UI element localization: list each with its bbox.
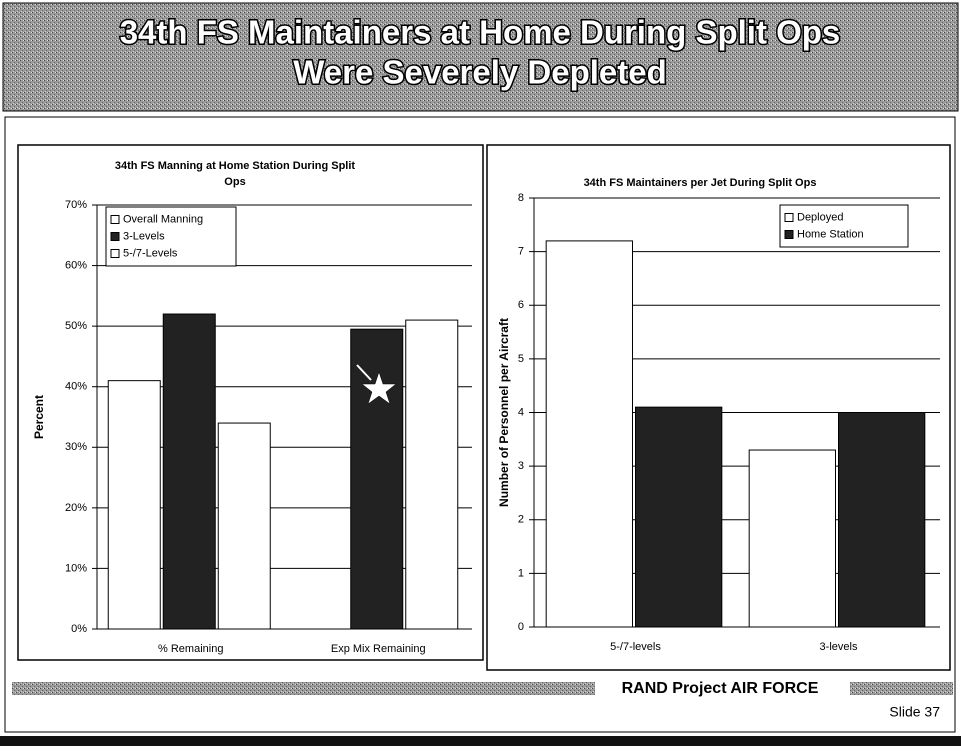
star-marker xyxy=(361,371,397,405)
y-tick-label: 10% xyxy=(65,562,87,574)
slide-number: Slide 37 xyxy=(889,704,940,720)
y-tick-label: 5 xyxy=(518,353,524,365)
legend-swatch xyxy=(110,249,120,258)
chart-title: 34th FS Maintainers per Jet During Split… xyxy=(584,177,817,189)
bottom-bar xyxy=(0,736,961,746)
bar xyxy=(635,406,723,628)
bar xyxy=(748,449,836,628)
y-tick-label: 6 xyxy=(518,299,524,311)
footer-bar xyxy=(850,682,953,695)
chart-title: 34th FS Manning at Home Station During S… xyxy=(115,160,356,172)
legend-box xyxy=(105,206,237,267)
legend-label: 3-Levels xyxy=(123,230,165,242)
x-tick-label: % Remaining xyxy=(158,643,223,655)
legend-swatch xyxy=(784,213,794,222)
arrow xyxy=(356,364,372,381)
legend-box xyxy=(779,204,909,248)
x-tick-label: Exp Mix Remaining xyxy=(331,643,426,655)
y-tick-label: 7 xyxy=(518,246,524,258)
y-tick-label: 1 xyxy=(518,567,524,579)
y-tick-label: 0% xyxy=(71,623,87,635)
bar xyxy=(838,412,926,628)
legend-swatch xyxy=(784,230,794,239)
legend-swatch xyxy=(110,232,120,241)
bar xyxy=(107,380,161,630)
y-axis-title: Number of Personnel per Aircraft xyxy=(497,318,511,507)
legend-label: 5-/7-Levels xyxy=(123,247,178,259)
y-tick-label: 40% xyxy=(65,381,87,393)
x-tick-label: 3-levels xyxy=(820,641,858,653)
y-tick-label: 70% xyxy=(65,199,87,211)
y-tick-label: 4 xyxy=(518,406,524,418)
legend-label: Deployed xyxy=(797,211,843,223)
slide-frame xyxy=(4,116,956,733)
chart-title: Ops xyxy=(224,176,245,188)
y-tick-label: 60% xyxy=(65,259,87,271)
y-tick-label: 50% xyxy=(65,320,87,332)
legend-label: Overall Manning xyxy=(123,213,203,225)
slide-title: 34th FS Maintainers at Home During Split… xyxy=(120,14,841,51)
slide-title: Were Severely Depleted xyxy=(293,54,667,91)
footer-text: RAND Project AIR FORCE xyxy=(622,680,819,697)
bar xyxy=(217,422,271,630)
y-tick-label: 30% xyxy=(65,441,87,453)
y-tick-label: 0 xyxy=(518,621,524,633)
footer-bar xyxy=(12,682,595,695)
legend-swatch xyxy=(110,215,120,224)
y-tick-label: 8 xyxy=(518,192,524,204)
legend-label: Home Station xyxy=(797,228,864,240)
bar xyxy=(545,240,633,628)
y-tick-label: 20% xyxy=(65,502,87,514)
bar xyxy=(350,328,404,630)
y-tick-label: 2 xyxy=(518,514,524,526)
y-axis-title: Percent xyxy=(32,395,46,439)
x-tick-label: 5-/7-levels xyxy=(610,641,661,653)
bar xyxy=(162,313,216,630)
y-tick-label: 3 xyxy=(518,460,524,472)
title-banner xyxy=(2,2,959,112)
bar xyxy=(405,319,459,630)
